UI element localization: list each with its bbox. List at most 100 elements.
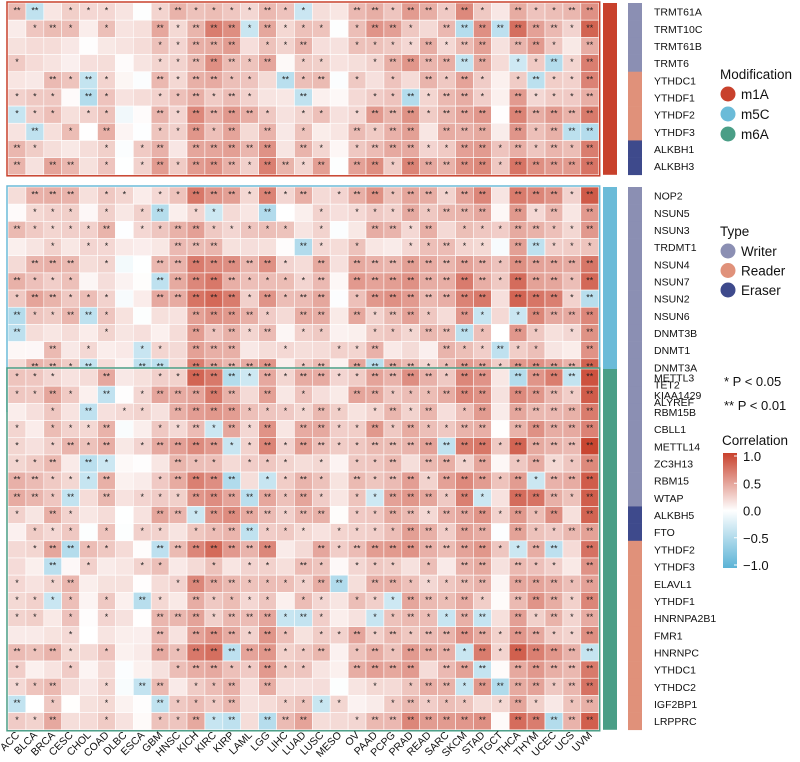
type-bar-NSUN5 — [628, 204, 642, 222]
significance-mark: * — [284, 664, 288, 674]
row-label-YTHDC2: YTHDC2 — [654, 682, 696, 694]
significance-mark: * — [337, 372, 341, 382]
heatmap-cell-RBM15B-CESC — [61, 403, 80, 421]
significance-mark: ** — [586, 40, 594, 50]
significance-mark: ** — [515, 561, 523, 571]
significance-mark: ** — [13, 698, 21, 708]
significance-mark: ** — [264, 492, 272, 502]
significance-mark: ** — [300, 91, 308, 101]
significance-mark: * — [176, 190, 180, 200]
heatmap-cell-TRDMT1-KIRP — [222, 238, 242, 257]
significance-mark: * — [302, 275, 306, 285]
significance-mark: * — [51, 207, 55, 217]
significance-mark: ** — [407, 310, 415, 320]
significance-mark: * — [284, 23, 288, 33]
significance-mark: * — [105, 457, 109, 467]
colorbar-tick-label: −1.0 — [743, 558, 769, 573]
significance-mark: ** — [85, 457, 93, 467]
significance-mark: ** — [550, 23, 558, 33]
significance-mark: * — [158, 91, 162, 101]
significance-mark: * — [445, 612, 449, 622]
significance-mark: ** — [550, 612, 558, 622]
significance-mark: ** — [49, 509, 57, 519]
significance-mark: * — [302, 57, 306, 67]
heatmap-cell-YTHDF3-ACC — [7, 122, 27, 141]
heatmap-cell-DNMT3B-CHOL — [79, 324, 98, 342]
significance-mark: ** — [264, 440, 272, 450]
significance-mark: ** — [157, 275, 165, 285]
significance-mark: * — [355, 509, 359, 519]
significance-mark: ** — [67, 258, 75, 268]
significance-mark: ** — [192, 293, 200, 303]
significance-mark: ** — [461, 561, 469, 571]
heatmap-cell-TRDMT1-PAAD — [365, 238, 385, 257]
heatmap-cell-ALKBH5-UCS — [562, 506, 582, 524]
heatmap-cell-LRPPRC-LAML — [240, 712, 259, 731]
row-label-DNMT3A: DNMT3A — [654, 362, 697, 374]
significance-mark: * — [33, 310, 37, 320]
significance-mark: ** — [479, 372, 487, 382]
significance-mark: * — [284, 258, 288, 268]
row-label-RBM15B: RBM15B — [654, 407, 696, 419]
significance-mark: * — [105, 241, 109, 251]
significance-mark: * — [140, 160, 144, 170]
significance-mark: * — [284, 440, 288, 450]
type-bar-NOP2 — [628, 187, 642, 205]
significance-mark: * — [105, 526, 109, 536]
heatmap-cell-DNMT3B-UCEC — [544, 324, 564, 342]
significance-mark: * — [355, 440, 359, 450]
significance-mark: ** — [550, 715, 558, 725]
significance-mark: ** — [586, 310, 594, 320]
significance-mark: ** — [533, 578, 541, 588]
heatmap-cell-DNMT1-LAML — [240, 341, 259, 360]
row-label-IGF2BP1: IGF2BP1 — [654, 699, 697, 711]
significance-mark: * — [409, 406, 413, 416]
significance-mark: * — [69, 207, 73, 217]
significance-mark: * — [284, 612, 288, 622]
significance-mark: * — [158, 190, 162, 200]
significance-mark: * — [194, 207, 198, 217]
significance-mark: ** — [354, 543, 362, 553]
significance-mark: ** — [425, 327, 433, 337]
significance-mark: ** — [371, 361, 379, 371]
significance-mark: * — [355, 207, 359, 217]
type-bar-NSUN7 — [628, 272, 642, 291]
significance-mark: * — [140, 224, 144, 234]
significance-mark: ** — [443, 509, 451, 519]
significance-mark: * — [534, 143, 538, 153]
significance-mark: ** — [533, 595, 541, 605]
legend-title-modification: Modification — [720, 67, 792, 82]
significance-mark: ** — [443, 91, 451, 101]
significance-mark: * — [391, 423, 395, 433]
significance-mark: * — [212, 207, 216, 217]
significance-mark: * — [69, 526, 73, 536]
significance-mark: * — [302, 6, 306, 16]
heatmap-cell-TRDMT1-CESC — [61, 238, 80, 257]
significance-mark: ** — [407, 91, 415, 101]
significance-mark: * — [319, 475, 323, 485]
significance-mark: * — [463, 241, 467, 251]
significance-mark: ** — [192, 664, 200, 674]
heatmap-cell-CBLL1-LIHC — [276, 420, 295, 439]
heatmap-cell-TRMT6-ESCA — [133, 54, 152, 73]
significance-mark: ** — [210, 440, 218, 450]
significance-mark: ** — [461, 190, 469, 200]
significance-mark: * — [337, 190, 341, 200]
significance-mark: ** — [407, 190, 415, 200]
heatmap-cell-NSUN6-ESCA — [133, 306, 152, 325]
heatmap-cell-YTHDF1-MESO — [329, 88, 349, 107]
heatmap-cell-YTHDF2-ESCA — [133, 540, 152, 559]
significance-mark: * — [248, 57, 252, 67]
heatmap-cell-YTHDF3-LIHC — [276, 122, 295, 141]
significance-mark: ** — [479, 457, 487, 467]
heatmap-cell-TRMT61B-CHOL — [79, 37, 98, 55]
significance-mark: * — [552, 629, 556, 639]
significance-mark: ** — [425, 275, 433, 285]
significance-mark: ** — [425, 526, 433, 536]
heatmap-cell-IGF2BP1-OV — [347, 695, 367, 713]
heatmap-cell-YTHDC1-MESO — [329, 71, 349, 90]
significance-mark: ** — [425, 57, 433, 67]
significance-mark: ** — [533, 293, 541, 303]
heatmap-cell-YTHDF3-MESO — [329, 557, 349, 576]
significance-mark: ** — [407, 646, 415, 656]
